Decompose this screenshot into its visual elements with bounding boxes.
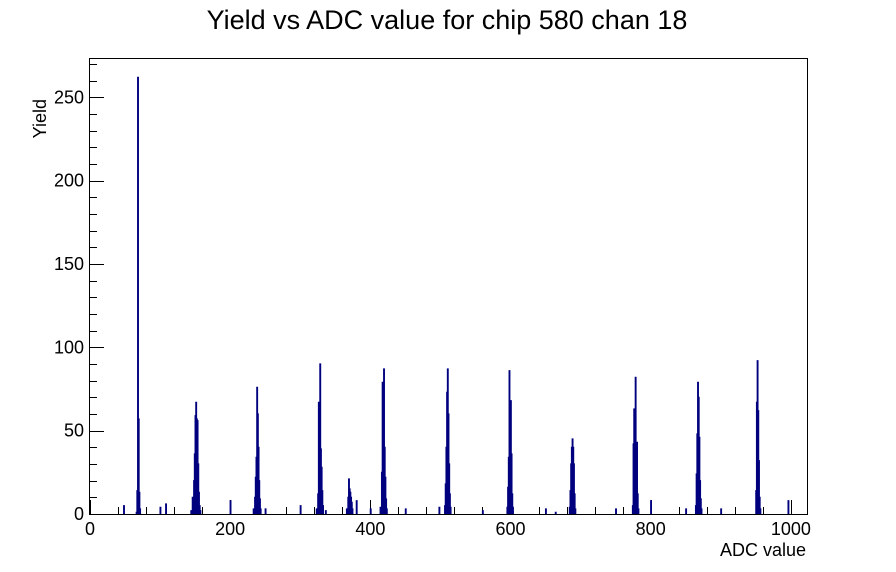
y-tick-label: 50 [64,421,84,441]
y-axis-label: Yield [30,99,50,138]
histogram-bin [634,376,637,514]
histogram-bin [573,493,576,514]
histogram-bin [385,498,388,514]
histogram-bin [190,510,193,514]
histogram-bin [199,510,202,514]
histogram-bin [481,510,484,514]
histogram-bin [264,508,267,514]
x-axis-label: ADC value [720,540,806,560]
histogram-bin [138,491,141,514]
histogram-bin [699,480,702,514]
histogram-bin [252,508,255,514]
y-axis: 0 50 100 150 200 250 [54,64,104,524]
histogram-bin [350,501,353,514]
histogram-bin [698,436,701,514]
histogram-bin [322,505,324,514]
histogram-bin [259,508,262,514]
x-tick-label: 400 [355,519,385,539]
histogram-bin [299,505,302,514]
histogram-bin [700,508,703,514]
x-tick-label: 0 [85,519,95,539]
histogram-bin [385,508,388,514]
histogram-bin [573,463,575,514]
histogram-bin [758,496,761,514]
histogram-bin [319,363,322,514]
histogram-bin [574,508,577,514]
histogram-bin [510,453,513,514]
x-axis: 0 200 400 600 800 1000 [85,500,811,539]
histogram-bin [379,506,382,514]
histogram-bin [637,508,640,514]
histogram-bin [554,511,557,514]
histogram-bin [383,368,385,514]
histogram-bin [345,508,348,514]
histogram-bin [685,508,688,514]
y-tick-label: 250 [54,87,84,107]
x-tick-label: 1000 [771,519,811,539]
histogram-bin [197,463,200,514]
histogram-bin [511,493,514,514]
histogram-bin [324,510,327,514]
histogram-bin [636,441,638,514]
histogram-bin [165,503,167,514]
x-tick-label: 200 [215,519,245,539]
histogram-bin [198,505,201,514]
histogram-bin [259,498,261,514]
histogram-bin [448,493,451,514]
histogram-bin [159,506,162,514]
x-tick-label: 800 [636,519,666,539]
histogram-bin [636,493,639,514]
histogram-bin [758,460,760,514]
chart-title: Yield vs ADC value for chip 580 chan 18 [207,5,688,35]
histogram-bin [137,76,139,514]
histogram-bin [650,500,653,514]
y-tick-label: 150 [54,254,84,274]
y-tick-label: 200 [54,171,84,191]
histogram-bin [384,476,387,514]
plot-frame [89,58,808,515]
histogram-bin [449,506,452,514]
histogram-bin [787,500,790,514]
histogram-bin [759,508,762,514]
histogram-bin [258,480,261,514]
y-tick-label: 100 [54,337,84,357]
histogram-bin [198,491,200,514]
histogram-bins [123,76,790,514]
histogram-bin [720,508,723,514]
histogram-bin [404,508,407,514]
histogram-bin [321,490,324,514]
histogram-bin [448,463,451,514]
histogram-bin [351,508,354,514]
histogram-bin [512,506,514,514]
x-tick-label: 600 [496,519,526,539]
histogram-bin [123,505,125,514]
histogram-bin [438,506,441,514]
histogram-bin [315,508,318,514]
histogram-bin [544,508,547,514]
y-tick-label: 0 [74,504,84,524]
histogram-bin [139,508,142,514]
histogram-bin [137,418,140,514]
histogram-bin [229,500,232,514]
histogram-bin [191,496,194,514]
histogram-bin [369,508,372,514]
histogram-bin [355,500,358,514]
histogram-bin [615,508,617,514]
histogram-bin [699,498,702,514]
